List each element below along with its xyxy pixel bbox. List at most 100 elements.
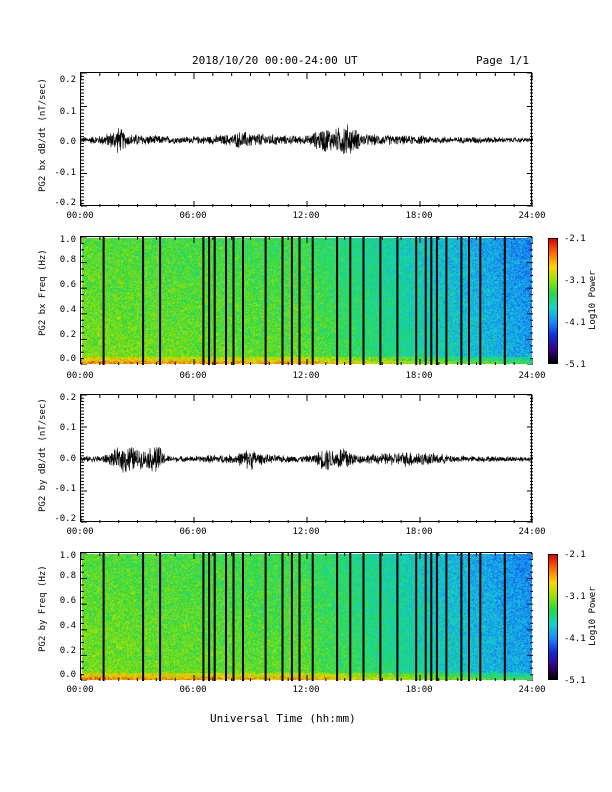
bx-spectrogram-gaps-svg (81, 237, 533, 365)
data-gap-line (208, 237, 211, 365)
data-gap-line (281, 237, 284, 365)
by-colorbar-tick: -2.1 (564, 550, 586, 560)
data-gap-line (415, 237, 418, 365)
data-gap-line (232, 237, 235, 365)
data-gap-line (424, 237, 427, 365)
bx-colorbar (548, 238, 558, 364)
data-gap-line (290, 237, 293, 365)
by-freq-xtick: 06:00 (179, 685, 207, 695)
by-dbdt-xtick: 24:00 (518, 527, 546, 537)
data-gap-line (362, 237, 365, 365)
by-freq-xtick: 00:00 (66, 685, 94, 695)
bx-colorbar-tick: -3.1 (564, 276, 586, 286)
data-gap-line (225, 237, 227, 365)
by-dbdt-ytick: -0.1 (54, 484, 76, 494)
bx-dbdt-xtick: 12:00 (292, 211, 320, 221)
data-gap-line (424, 553, 427, 681)
by-freq-ytick: 0.4 (59, 621, 76, 631)
data-gap-line (362, 553, 365, 681)
data-gap-line (379, 237, 382, 365)
bx-freq-xtick: 24:00 (518, 371, 546, 381)
by-dbdt-xtick: 06:00 (179, 527, 207, 537)
x-axis-title: Universal Time (hh:mm) (210, 712, 356, 725)
by-freq-xtick: 24:00 (518, 685, 546, 695)
data-gap-line (298, 237, 301, 365)
bx-dbdt-xtick: 24:00 (518, 211, 546, 221)
by-dbdt-ytick: 0.2 (59, 393, 76, 403)
data-gap-line (298, 553, 301, 681)
data-gap-line (142, 553, 145, 681)
data-gap-line (242, 553, 244, 681)
data-gap-line (503, 553, 506, 681)
data-gap-line (435, 553, 438, 681)
data-gap-line (264, 553, 267, 681)
by-dbdt-ytick: 0.0 (59, 454, 76, 464)
bx-freq-ytick: 0.4 (59, 305, 76, 315)
by-freq-ytick: 0.8 (59, 571, 76, 581)
bx-dbdt-ytick: -0.1 (54, 168, 76, 178)
data-gap-line (396, 553, 399, 681)
by-dbdt-plot-area (80, 394, 533, 523)
data-gap-line (281, 553, 284, 681)
bx-freq-ytick: 0.8 (59, 255, 76, 265)
by-dbdt-ytick: 0.1 (59, 423, 76, 433)
data-gap-line (503, 237, 506, 365)
data-gap-line (264, 237, 267, 365)
bx-freq-ytick: 0.2 (59, 330, 76, 340)
by-dbdt-xtick: 00:00 (66, 527, 94, 537)
data-gap-line (430, 553, 433, 681)
bx-dbdt-ytick: 0.2 (59, 75, 76, 85)
bx-dbdt-xtick: 00:00 (66, 211, 94, 221)
by-freq-ytick: 0.2 (59, 646, 76, 656)
by-spectrogram-panel: PG2 by Freq (Hz) 1.0 0.8 0.6 0.4 0.2 0.0… (38, 551, 546, 695)
by-colorbar (548, 554, 558, 680)
dbdt-trace-line (81, 446, 533, 473)
bx-dbdt-plot-area (80, 72, 533, 207)
bx-freq-ytick: 1.0 (59, 235, 76, 245)
by-dbdt-trace-svg (81, 395, 533, 523)
bx-freq-ytick: 0.0 (59, 354, 76, 364)
bx-spectrogram-heatmap (82, 238, 532, 364)
by-freq-ytick: 0.0 (59, 670, 76, 680)
data-gap-line (468, 237, 470, 365)
data-gap-line (208, 553, 211, 681)
data-gap-line (349, 553, 352, 681)
bx-dbdt-ytick: 0.0 (59, 137, 76, 147)
bx-dbdt-trace-svg (81, 73, 533, 207)
data-gap-line (159, 553, 162, 681)
data-gap-line (232, 553, 235, 681)
by-freq-ytick: 0.6 (59, 596, 76, 606)
bx-dbdt-ytick: 0.1 (59, 107, 76, 117)
data-gap-line (142, 237, 145, 365)
data-gap-line (311, 237, 314, 365)
data-gap-line (379, 553, 382, 681)
by-colorbar-tick: -5.1 (564, 676, 586, 686)
bx-spectrogram-plot-area (80, 236, 533, 365)
data-gap-line (479, 553, 482, 681)
bx-colorbar-tick: -5.1 (564, 360, 586, 370)
data-gap-line (102, 553, 105, 681)
by-dbdt-ytick: -0.2 (54, 514, 76, 524)
bx-freq-xtick: 00:00 (66, 371, 94, 381)
bx-freq-xtick: 06:00 (179, 371, 207, 381)
data-gap-line (479, 237, 482, 365)
data-gap-line (430, 237, 433, 365)
by-freq-ytick: 1.0 (59, 551, 76, 561)
by-dbdt-xtick: 18:00 (405, 527, 433, 537)
data-gap-line (202, 237, 205, 365)
dbdt-trace-line (81, 124, 533, 154)
data-gap-line (468, 553, 470, 681)
data-gap-line (225, 553, 227, 681)
bx-dbdt-panel: PG2 bx dB/dt (nT/sec) 0.2 0.1 0.0 -0.1 -… (38, 72, 546, 221)
bx-colorbar-tick: -4.1 (564, 318, 586, 328)
page-number: Page 1/1 (476, 54, 529, 67)
data-gap-line (396, 237, 399, 365)
by-spectrogram-gaps-svg (81, 553, 533, 681)
by-colorbar-tick: -4.1 (564, 634, 586, 644)
by-spectrogram-heatmap (82, 554, 532, 680)
data-gap-line (242, 237, 244, 365)
data-gap-line (349, 237, 352, 365)
data-gap-line (102, 237, 105, 365)
data-gap-line (213, 553, 216, 681)
data-gap-line (213, 237, 216, 365)
